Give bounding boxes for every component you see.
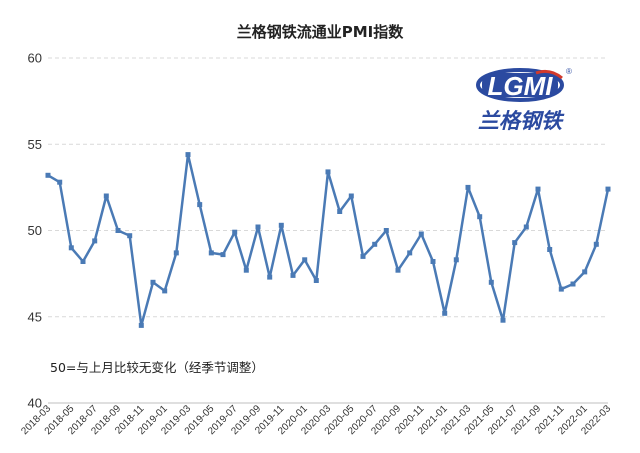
data-point (488, 279, 494, 285)
y-tick-label: 40 (28, 396, 42, 411)
data-point (348, 193, 354, 199)
data-point (430, 259, 436, 264)
data-point (453, 257, 459, 263)
data-point (290, 272, 296, 278)
chart-title: 兰格钢铁流通业PMI指数 (237, 23, 405, 41)
data-point (523, 224, 529, 230)
y-tick-label: 50 (28, 223, 42, 238)
data-point (337, 209, 343, 214)
logo-latin-text: LGMI (488, 71, 554, 101)
data-point (442, 310, 448, 316)
data-point (197, 202, 203, 208)
y-tick-label: 45 (28, 309, 42, 324)
data-point (220, 252, 226, 258)
data-point (313, 278, 319, 283)
logo-ring (476, 68, 564, 102)
x-axis-ticks: 2018-032018-052018-072018-092018-112019-… (19, 403, 613, 437)
data-point (138, 322, 144, 328)
data-point (582, 269, 588, 275)
lange-steel-logo: LGMI ® 兰格钢铁 (476, 67, 572, 133)
data-point (92, 238, 98, 244)
y-tick-label: 55 (28, 137, 42, 152)
data-point (558, 286, 564, 292)
data-point (570, 281, 576, 287)
data-point (605, 186, 611, 192)
data-point (372, 241, 378, 247)
y-tick-label: 60 (28, 51, 42, 66)
data-point (243, 267, 249, 273)
data-point (68, 245, 74, 251)
data-point (302, 257, 308, 263)
data-point (173, 250, 179, 256)
data-point (477, 214, 483, 220)
data-point (57, 179, 63, 185)
data-point (547, 247, 553, 252)
data-point (407, 250, 413, 256)
data-point (115, 228, 121, 233)
logo-chinese-text: 兰格钢铁 (478, 108, 565, 133)
data-point (278, 222, 284, 228)
data-point (80, 259, 86, 264)
logo-registered-mark: ® (566, 67, 572, 76)
data-point (127, 233, 133, 239)
data-point (535, 186, 541, 192)
data-point (208, 250, 214, 256)
data-point (185, 152, 191, 158)
data-point (465, 184, 471, 190)
data-point (395, 267, 401, 273)
data-point (267, 274, 273, 280)
series-line (47, 153, 610, 327)
data-point (593, 241, 599, 247)
baseline-note: 50=与上月比较无变化（经季节调整） (50, 360, 264, 375)
data-point (45, 172, 51, 178)
data-point (162, 288, 168, 294)
data-point (325, 169, 331, 175)
logo-plate (482, 73, 558, 97)
logo-swoosh (535, 69, 563, 80)
y-axis-ticks: 40 45 50 55 60 (28, 51, 42, 411)
data-point (360, 253, 366, 259)
data-point (103, 193, 109, 199)
data-point (255, 224, 261, 230)
data-point (150, 279, 156, 285)
series-pmi (45, 152, 611, 328)
data-point (383, 228, 389, 233)
data-point (418, 231, 424, 237)
data-point (232, 229, 238, 235)
data-point (512, 240, 518, 246)
data-point (500, 317, 506, 323)
